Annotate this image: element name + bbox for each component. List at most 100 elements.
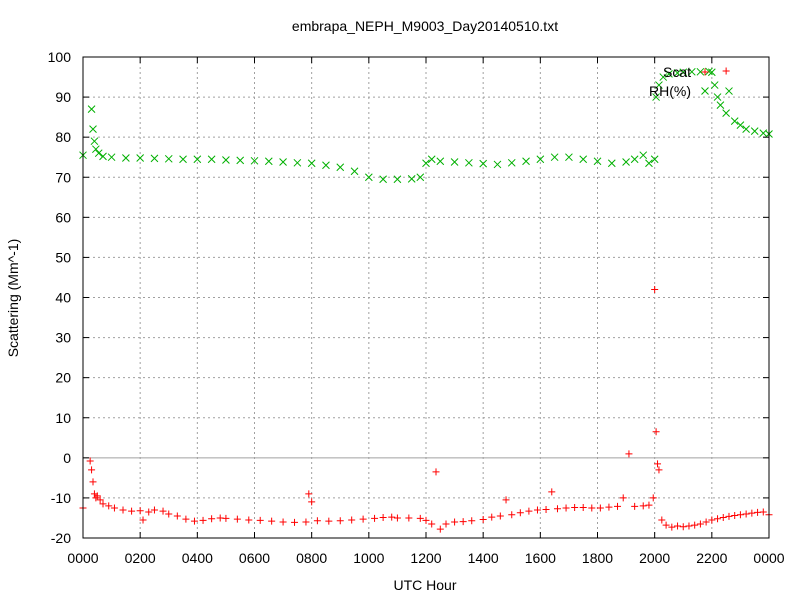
rh-point [645,159,653,168]
rh-point [179,155,187,164]
scat-point [759,508,767,516]
scat-point [596,504,604,512]
scat-point [96,496,104,504]
y-tick-label: 20 [55,370,71,386]
rh-point [279,158,287,166]
scat-point [371,514,379,522]
rh-point [350,167,359,176]
scat-point [714,515,722,523]
gridlines [83,57,769,538]
scat-point [553,505,561,513]
scat-point [388,513,396,521]
legend: Scat RH(%) [649,64,709,99]
scat-point [136,507,144,515]
scat-point [233,515,241,523]
scat-point [182,515,190,523]
y-tick-label: 50 [55,249,71,265]
scat-point [588,504,596,512]
scat-point [432,468,440,476]
rh-point [92,145,100,154]
scat-point [110,504,118,512]
rh-point [522,157,530,166]
scat-point [208,515,216,523]
x-tick-label: 1600 [525,550,556,566]
scat-point [668,523,676,531]
x-tick-label: 1000 [353,550,384,566]
scat-point [442,520,450,528]
x-tick-label: 0400 [182,550,213,566]
scat-point [502,496,510,504]
y-tick-label: 30 [55,330,71,346]
y-tick-label: 70 [55,169,71,185]
rh-point [679,68,688,77]
y-axis-label: Scattering (Mm^-1) [5,239,21,358]
scat-point [416,514,424,522]
rh-point [222,156,230,164]
rh-point [436,157,445,166]
x-tick-label: 0800 [296,550,327,566]
scat-point [685,522,693,530]
scat-point [719,514,727,522]
scat-point [651,285,659,293]
scat-point [748,509,756,517]
rh-point [293,158,302,167]
scat-point [89,478,97,486]
rh-point [364,173,373,182]
rh-point [742,125,750,134]
rh-point [122,154,130,162]
rh-point [150,154,159,163]
scat-point [625,450,633,458]
x-tick-label: 0000 [753,550,784,566]
scat-point [150,506,158,514]
scat-point [305,490,313,498]
rh-point [87,105,96,113]
data-points [79,67,773,533]
scat-point [359,515,367,523]
scat-point [674,522,682,530]
scat-point [268,517,276,525]
scat-point [93,492,101,500]
scat-point [379,514,387,522]
rh-point [696,67,705,76]
scat-point [631,502,639,510]
rh-point [250,156,259,165]
y-tick-label: -10 [51,490,71,506]
rh-point [479,159,488,168]
scat-point [533,506,541,514]
rh-point [655,81,663,89]
scat-point [645,501,653,509]
rh-point [90,137,99,146]
rh-point [687,67,696,76]
rh-point [536,155,545,164]
rh-point [427,155,436,164]
scat-point [159,507,167,515]
rh-point [465,158,473,167]
scat-point [614,502,622,510]
scat-point [496,512,504,520]
scat-point [658,516,666,524]
scat-point [652,428,660,436]
y-tick-label: 60 [55,209,71,225]
scat-point [86,457,94,465]
scat-point [562,504,570,512]
rh-point [650,155,659,164]
rh-point [322,161,330,170]
scat-point [479,516,487,524]
scat-point [468,517,476,525]
rh-point [725,87,733,95]
rh-point [507,158,516,167]
y-tick-label: 10 [55,410,71,426]
scat-point [436,525,444,533]
scat-point [105,502,113,510]
scat-point [393,514,401,522]
scat-point [99,500,107,508]
rh-point [713,93,722,101]
scat-point [308,498,316,506]
scat-point [702,518,710,526]
rh-point [707,68,716,77]
scat-point [579,504,587,512]
y-tick-label: 0 [63,450,71,466]
scat-point [605,503,613,511]
rh-point [639,151,648,160]
scat-point [722,67,730,75]
